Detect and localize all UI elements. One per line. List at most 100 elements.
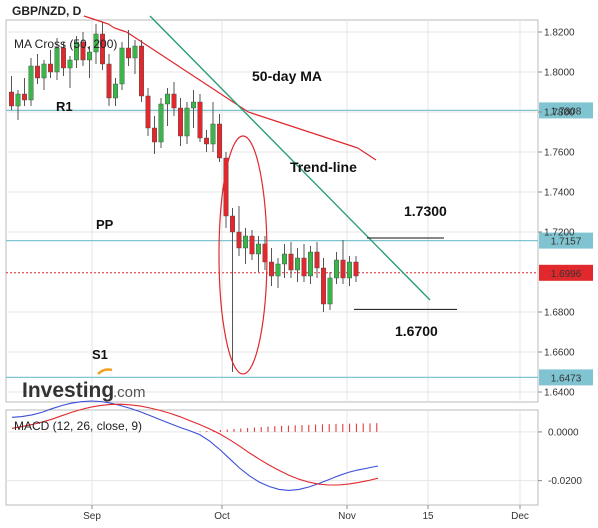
candle [282, 244, 288, 278]
candle-body [203, 137, 209, 145]
x-tick-label: Sep [83, 511, 101, 522]
candle [210, 102, 216, 152]
candle-body [340, 259, 346, 279]
candle-body [321, 267, 327, 305]
candle [177, 98, 183, 146]
macd-tick-label: -0.0200 [548, 476, 582, 487]
candle [106, 54, 112, 106]
level-badge-pp [539, 232, 593, 249]
candle [334, 252, 340, 284]
candle-body [184, 107, 190, 137]
candle [190, 90, 196, 128]
level-value-s1: 1.6473 [551, 373, 582, 384]
ma-layer [83, 15, 431, 301]
candle [321, 258, 327, 312]
candle [138, 40, 144, 102]
candle-body [112, 83, 118, 99]
candle [86, 46, 92, 78]
macd-grid [6, 410, 538, 505]
y-tick-label: 1.8000 [544, 68, 575, 79]
candle-body [35, 65, 41, 79]
time-axis: Sep Oct Nov 15 Dec [83, 505, 529, 522]
candle [216, 114, 222, 162]
level-badge-s1 [539, 369, 593, 386]
candle [184, 102, 190, 144]
candle-body [48, 63, 54, 73]
candle-body [269, 261, 275, 277]
candle [41, 60, 47, 90]
candle-body [138, 45, 144, 97]
candle-body [314, 251, 320, 269]
macd-tick-label: 0.0000 [548, 427, 579, 438]
candle [229, 208, 235, 372]
candle-body [210, 123, 216, 145]
candle [197, 94, 203, 142]
price-panel [5, 19, 539, 403]
candle [308, 246, 314, 284]
ma-annotation: 50-day MA [252, 68, 322, 84]
candle-body [334, 259, 340, 279]
level-value-pp: 1.7157 [551, 237, 582, 248]
y-tick-label: 1.7800 [544, 108, 575, 119]
current-price-badge [539, 264, 593, 281]
candle [347, 256, 353, 286]
candle [269, 248, 275, 286]
pivot-levels: 1.7808 1.7157 1.6473 R1 PP S1 1.6996 [6, 99, 593, 386]
candle-body [119, 47, 125, 85]
candle-body [190, 101, 196, 109]
macd-axis: 0.0000 -0.0200 [538, 427, 582, 487]
candle-body [41, 63, 47, 79]
candle-body [295, 257, 301, 271]
candle-body [288, 253, 294, 271]
candle-body [308, 251, 314, 277]
watermark-swoosh-icon [97, 368, 113, 375]
chart-title: GBP/NZD, D [12, 4, 82, 18]
candle-body [275, 263, 281, 277]
level-label-r1: R1 [56, 99, 73, 114]
candle-body [229, 215, 235, 233]
candle-body [22, 93, 28, 101]
candle [288, 242, 294, 278]
candle [35, 54, 41, 84]
candle [22, 78, 28, 106]
level-label-s1: S1 [92, 347, 108, 362]
candle-body [145, 95, 151, 129]
candle [151, 116, 157, 154]
candle [132, 40, 138, 74]
candle-body [67, 59, 73, 69]
candle-body [106, 63, 112, 99]
candle-body [54, 47, 60, 73]
y-tick-label: 1.8200 [544, 28, 575, 39]
candle-body [99, 33, 105, 65]
candle [93, 24, 99, 64]
candle [112, 78, 118, 106]
candle [340, 240, 346, 284]
candle [236, 206, 242, 256]
signal-line [11, 403, 379, 486]
candle-body [15, 93, 21, 107]
candle-body [353, 261, 359, 277]
candle-body [301, 257, 307, 277]
candle-body [256, 243, 262, 255]
candle [48, 50, 54, 78]
watermark-suffix: .com [113, 384, 146, 401]
y-tick-label: 1.6800 [544, 308, 575, 319]
candle [61, 42, 67, 76]
y-tick-label: 1.6400 [544, 388, 575, 399]
watermark-brand: Investing [22, 379, 114, 402]
candle-body [73, 41, 79, 61]
candle [145, 88, 151, 136]
candle-body [158, 103, 164, 143]
y-tick-label: 1.7600 [544, 148, 575, 159]
candle [314, 242, 320, 278]
candle [158, 98, 164, 148]
candle [295, 248, 301, 282]
candle-body [61, 47, 67, 69]
candle-body [197, 101, 203, 139]
macd-layer [11, 400, 379, 491]
candle-body [242, 235, 248, 249]
level-label-pp: PP [96, 217, 114, 232]
y-tick-label: 1.7200 [544, 228, 575, 239]
candle [327, 272, 333, 310]
